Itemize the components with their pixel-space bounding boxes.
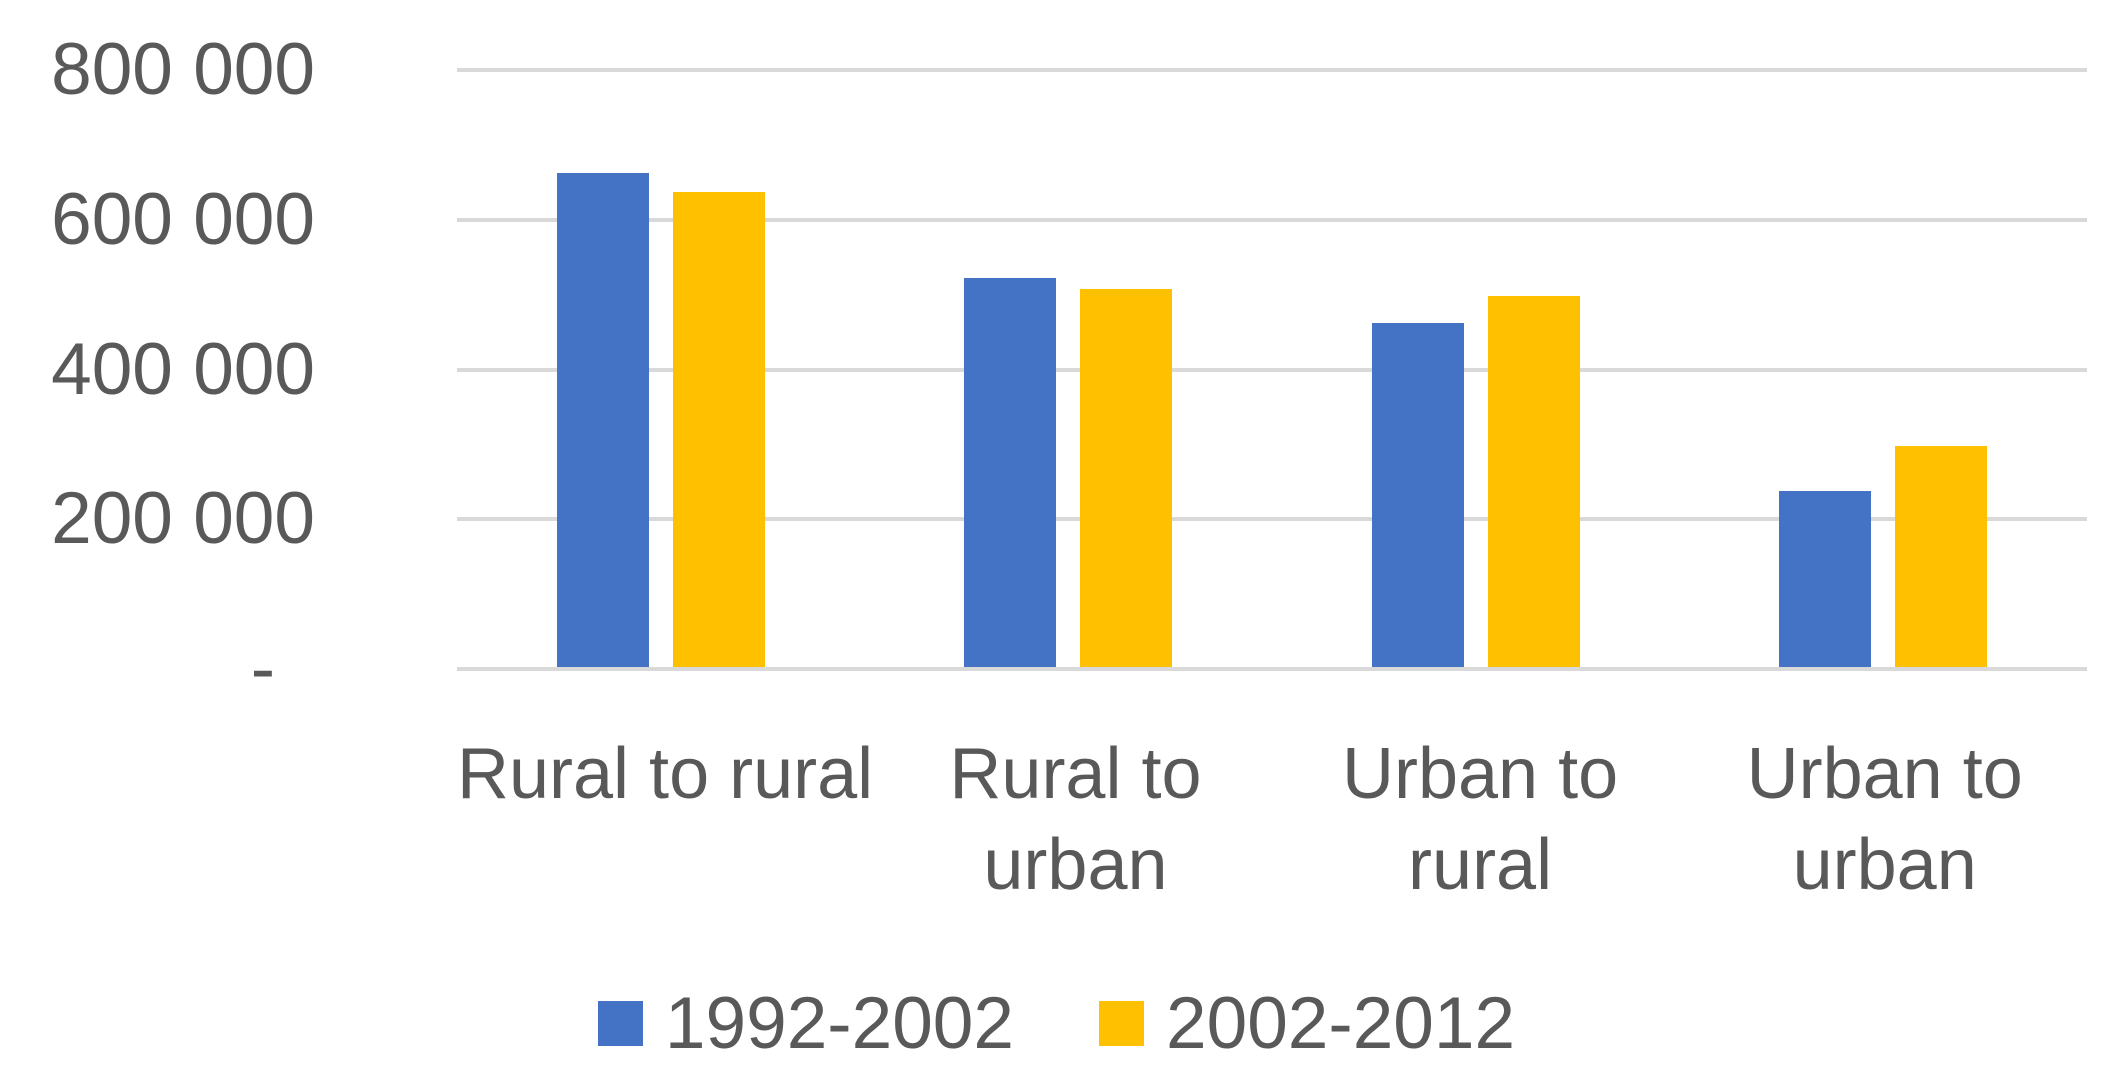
bar-2002-2012-rural-to-urban: [1080, 289, 1173, 667]
bar-1992-2002-urban-to-urban: [1779, 491, 1872, 667]
bar-1992-2002-urban-to-rural: [1371, 323, 1464, 667]
category-label-rural-to-urban: Rural to urban: [873, 669, 1278, 911]
bar-group-urban-to-urban: [1680, 68, 2088, 667]
bar-groups: [457, 68, 2087, 667]
bar-group-urban-to-rural: [1272, 68, 1680, 667]
y-tick-label: 600 000: [51, 178, 315, 260]
legend-label: 2002-2012: [1166, 983, 1516, 1064]
category-label-line: rural: [1408, 825, 1553, 905]
y-tick-label: -: [250, 628, 275, 709]
legend-swatch-1992-2002: [597, 1001, 643, 1046]
category-label-line: Urban to: [1746, 734, 2023, 814]
legend-item-1992-2002: 1992-2002: [597, 982, 1014, 1065]
bar-group-rural-to-urban: [865, 68, 1273, 667]
category-label-line: urban: [983, 825, 1168, 905]
bar-group-rural-to-rural: [457, 68, 865, 667]
bar-1992-2002-rural-to-rural: [556, 173, 649, 667]
category-label-line: Rural to: [949, 734, 1202, 814]
legend-swatch-2002-2012: [1099, 1001, 1144, 1046]
category-label-line: Urban to: [1341, 734, 1619, 814]
y-tick-label: 800 000: [51, 29, 315, 110]
gridline: [457, 68, 2087, 72]
legend: 1992-2002 2002-2012: [0, 978, 2113, 1069]
bar-2002-2012-urban-to-urban: [1895, 446, 1988, 667]
legend-label: 1992-2002: [664, 983, 1014, 1064]
baseline-gridline: [457, 667, 2087, 671]
y-tick-label: 400 000: [51, 328, 315, 410]
y-axis: 800 000 600 000 400 000 200 000 -: [0, 0, 315, 1066]
category-label-urban-to-urban: Urban to urban: [1682, 669, 2087, 911]
bar-1992-2002-rural-to-urban: [964, 278, 1057, 667]
category-label-urban-to-rural: Urban to rural: [1278, 669, 1683, 911]
bar-2002-2012-rural-to-rural: [672, 192, 765, 667]
plot-area: [457, 68, 2087, 671]
category-label-rural-to-rural: Rural to rural: [457, 669, 873, 911]
legend-item-2002-2012: 2002-2012: [1099, 982, 1515, 1065]
y-tick-label: 200 000: [51, 478, 315, 560]
x-axis-labels: Rural to rural Rural to urban Urban to rural…: [457, 669, 2087, 911]
gridline: [457, 217, 2087, 222]
gridline: [457, 517, 2087, 522]
category-label-line: urban: [1792, 825, 1977, 905]
bar-2002-2012-urban-to-rural: [1487, 296, 1580, 667]
category-label-line: Rural to rural: [457, 734, 874, 814]
gridline: [457, 367, 2087, 372]
